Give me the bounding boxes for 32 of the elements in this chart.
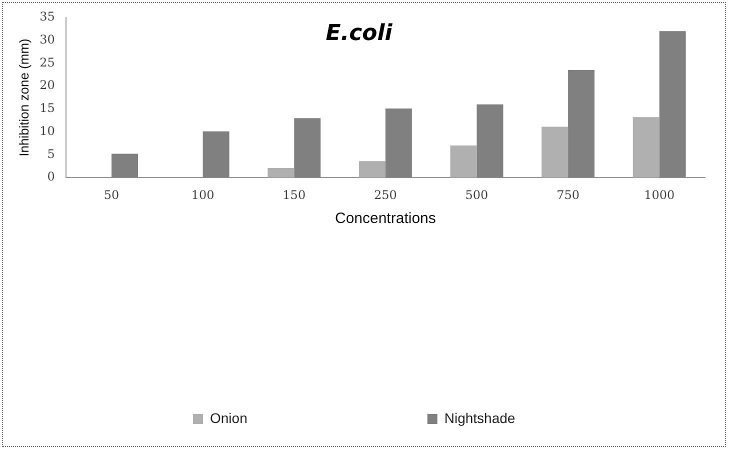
bar — [659, 31, 686, 178]
bar — [568, 70, 595, 178]
x-tick-label: 150 — [282, 188, 306, 202]
bar — [112, 154, 138, 178]
bar — [294, 118, 321, 178]
legend-label: Nightshade — [444, 410, 516, 426]
x-axis-title: Concentrations — [334, 210, 436, 228]
legend-label: Onion — [210, 410, 248, 426]
bar — [632, 117, 660, 178]
x-tick-label: 100 — [191, 188, 214, 202]
y-tick-label: 0 — [47, 170, 55, 184]
y-tick-label: 15 — [40, 101, 55, 116]
bar — [385, 108, 412, 178]
bar — [268, 168, 294, 178]
y-tick-label: 10 — [40, 124, 55, 138]
x-tick-label: 50 — [104, 188, 120, 202]
y-tick-label: 35 — [40, 10, 55, 24]
x-tick-label: 250 — [374, 188, 397, 202]
x-tick-label: 750 — [556, 188, 580, 202]
bar — [358, 161, 386, 178]
bar — [202, 131, 230, 178]
bar — [450, 146, 477, 178]
y-tick-label: 5 — [47, 146, 55, 161]
bar — [476, 104, 504, 178]
chart-title: E.coli — [326, 20, 393, 46]
y-tick-label: 30 — [40, 32, 55, 46]
bar — [542, 126, 568, 178]
y-tick-label: 25 — [40, 55, 55, 70]
x-tick-label: 500 — [465, 188, 488, 202]
y-axis-title: Inhibition zone (mm) — [16, 38, 32, 156]
y-tick-label: 20 — [40, 78, 55, 92]
x-tick-label: 1000 — [644, 188, 675, 202]
